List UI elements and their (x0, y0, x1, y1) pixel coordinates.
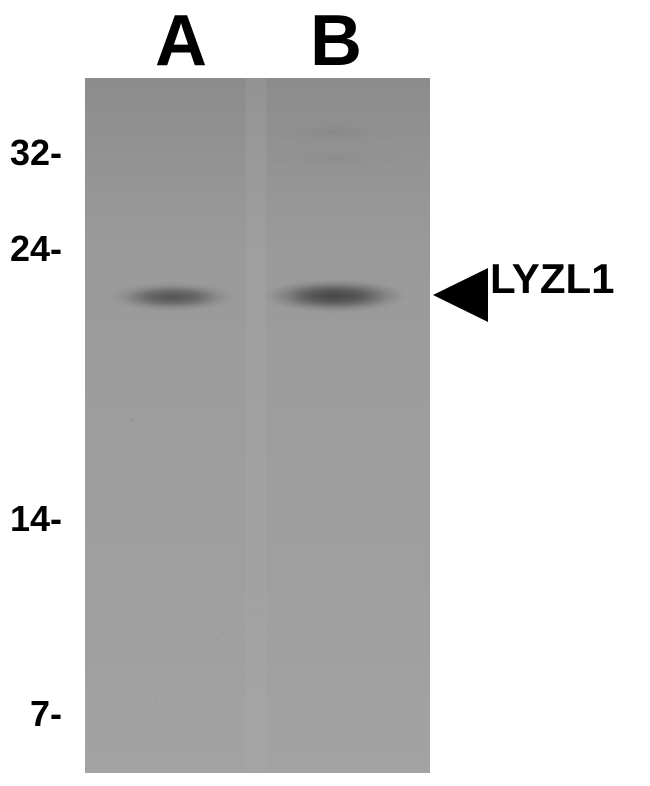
marker-7-dash: - (50, 693, 62, 734)
lane-label-b: B (310, 0, 362, 82)
gel-noise (375, 558, 377, 561)
lane-label-a: A (155, 0, 207, 82)
marker-32: 32- (10, 132, 62, 174)
marker-32-value: 32 (10, 132, 50, 173)
gel-noise (130, 418, 133, 421)
marker-24-value: 24 (10, 228, 50, 269)
gel-noise (155, 698, 157, 700)
marker-7-value: 7 (30, 693, 50, 734)
protein-name-label: LYZL1 (490, 255, 614, 303)
marker-14: 14- (10, 498, 62, 540)
marker-14-dash: - (50, 498, 62, 539)
protein-arrow (433, 268, 488, 322)
marker-14-value: 14 (10, 498, 50, 539)
lane-b-faint-band-2 (270, 150, 400, 166)
western-blot-gel (85, 78, 430, 773)
gel-noise (295, 490, 297, 492)
marker-7: 7- (30, 693, 62, 735)
marker-24: 24- (10, 228, 62, 270)
lane-b-faint-band-1 (270, 123, 400, 141)
lane-a-band (110, 283, 235, 311)
figure-container: 32- 24- 14- 7- A B LYZL1 (0, 0, 650, 786)
lane-b-band (265, 280, 405, 312)
lane-divider (246, 78, 266, 773)
marker-24-dash: - (50, 228, 62, 269)
marker-32-dash: - (50, 132, 62, 173)
gel-noise (215, 638, 218, 640)
